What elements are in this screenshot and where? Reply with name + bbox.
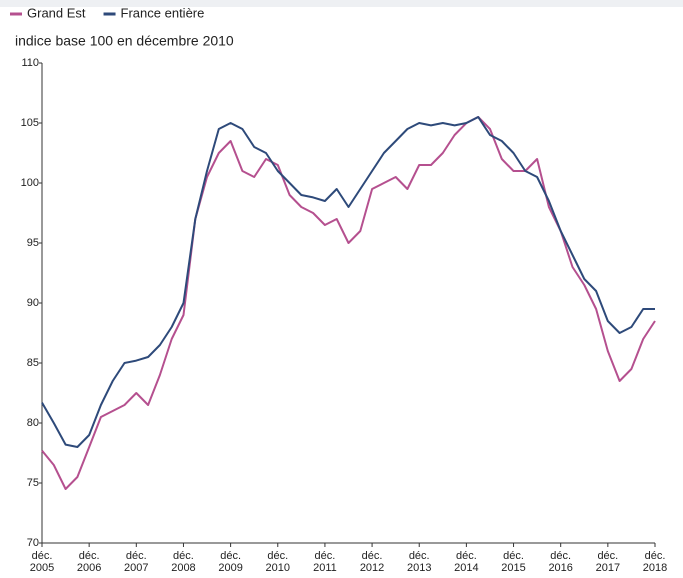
y-tick-label: 80 [27, 417, 39, 429]
x-tick-label: déc. 2009 [218, 550, 243, 574]
line-series [41, 116, 656, 490]
subtitle: indice base 100 en décembre 2010 [15, 33, 234, 49]
x-tick-label: déc. 2010 [265, 550, 290, 574]
x-tick-label: déc. 2014 [454, 550, 479, 574]
x-tick-label: déc. 2015 [501, 550, 526, 574]
y-tick-label: 90 [27, 297, 39, 309]
x-tick-label: déc. 2006 [76, 550, 102, 574]
x-tick-label: déc. 2018 [642, 550, 668, 574]
x-tick-label: déc. 2005 [29, 550, 55, 574]
legend-label: Grand Est [27, 5, 86, 20]
x-tick-label: déc. 2011 [313, 550, 337, 574]
y-tick-label: 75 [27, 477, 39, 489]
x-tick-label: déc. 2007 [124, 550, 149, 574]
line-series [41, 116, 655, 448]
y-tick-label: 95 [27, 237, 39, 249]
top-band [0, 0, 683, 7]
y-tick-label: 110 [21, 57, 39, 69]
y-tick-label: 85 [27, 357, 39, 369]
x-tick-label: déc. 2008 [171, 550, 196, 574]
x-tick-label: déc. 2017 [595, 550, 621, 574]
y-tick-label: 100 [21, 177, 39, 189]
x-tick-label: déc. 2012 [359, 550, 385, 574]
y-tick-label: 105 [21, 117, 39, 129]
x-tick-label: déc. 2013 [406, 550, 432, 574]
y-tick-label: 70 [27, 537, 39, 549]
legend-label: France entière [121, 5, 205, 20]
x-tick-label: déc. 2016 [548, 550, 573, 574]
